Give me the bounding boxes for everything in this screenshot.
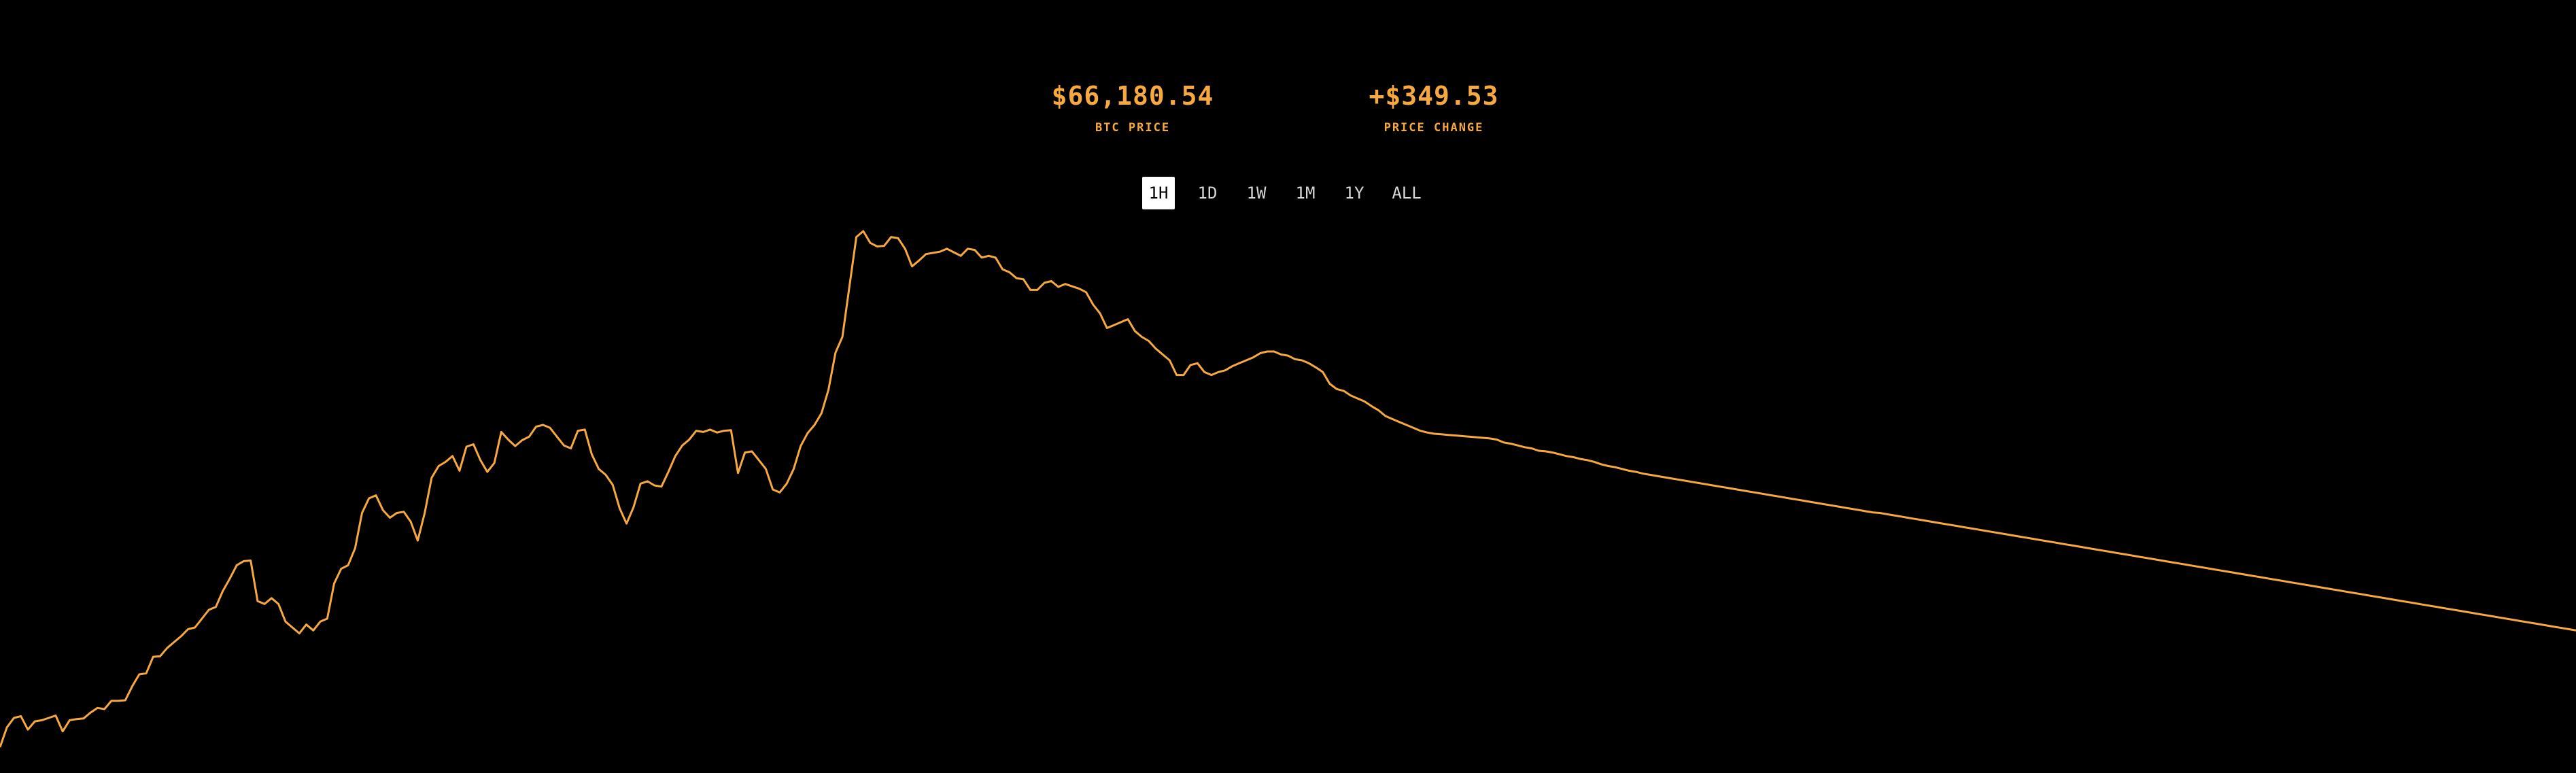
range-button-1d[interactable]: 1D bbox=[1191, 177, 1224, 209]
range-button-all[interactable]: ALL bbox=[1384, 177, 1429, 209]
time-range-selector: 1H 1D 1W 1M 1Y ALL bbox=[1142, 177, 1441, 209]
range-button-1h[interactable]: 1H bbox=[1142, 177, 1175, 209]
range-button-1m[interactable]: 1M bbox=[1289, 177, 1322, 209]
btc-price-stat: $66,180.54 BTC PRICE bbox=[1010, 78, 1255, 135]
price-series-line bbox=[0, 230, 2576, 748]
price-change-stat: +$349.53 PRICE CHANGE bbox=[1311, 78, 1556, 135]
stats-panel: $66,180.54 BTC PRICE +$349.53 PRICE CHAN… bbox=[0, 78, 2576, 139]
price-change-label: PRICE CHANGE bbox=[1384, 121, 1484, 135]
price-change-value: +$349.53 bbox=[1369, 81, 1499, 111]
range-button-1w[interactable]: 1W bbox=[1240, 177, 1273, 209]
btc-price-value: $66,180.54 bbox=[1051, 81, 1214, 111]
btc-price-label: BTC PRICE bbox=[1095, 121, 1171, 135]
range-button-1y[interactable]: 1Y bbox=[1338, 177, 1371, 209]
